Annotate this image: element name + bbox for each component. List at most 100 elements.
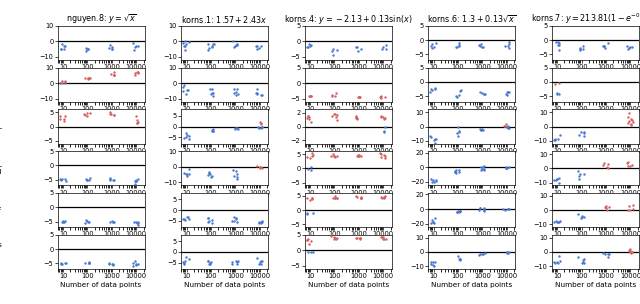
- Point: [628, 206, 638, 211]
- Point: [380, 124, 390, 129]
- Point: [207, 44, 217, 49]
- Point: [131, 179, 141, 184]
- Point: [58, 44, 68, 49]
- Point: [257, 92, 267, 97]
- Point: [332, 48, 342, 53]
- Point: [375, 95, 385, 99]
- Point: [60, 80, 70, 85]
- Point: [599, 44, 609, 49]
- Point: [60, 260, 70, 265]
- Point: [83, 46, 93, 51]
- Point: [600, 204, 611, 209]
- Point: [179, 88, 189, 93]
- Point: [203, 216, 213, 221]
- Point: [83, 219, 93, 224]
- Point: [500, 92, 511, 97]
- Point: [426, 180, 436, 185]
- Point: [307, 151, 317, 156]
- Point: [130, 71, 140, 75]
- Point: [553, 219, 563, 224]
- Point: [430, 260, 440, 265]
- Point: [207, 128, 217, 133]
- Point: [552, 220, 563, 225]
- Point: [623, 207, 633, 212]
- Point: [426, 261, 436, 266]
- Point: [229, 87, 239, 92]
- Point: [380, 155, 390, 160]
- Point: [454, 257, 465, 262]
- Point: [104, 261, 115, 266]
- Point: [180, 43, 190, 48]
- Point: [624, 204, 634, 209]
- Point: [551, 39, 561, 44]
- Point: [381, 47, 391, 52]
- Point: [477, 128, 488, 133]
- Point: [80, 261, 90, 266]
- Point: [453, 134, 463, 139]
- Point: [579, 171, 589, 176]
- Point: [60, 178, 70, 183]
- Point: [426, 134, 436, 139]
- Point: [328, 154, 339, 159]
- Point: [476, 41, 486, 46]
- Point: [628, 120, 638, 125]
- Point: [376, 155, 387, 160]
- Point: [500, 207, 511, 212]
- Point: [431, 178, 441, 183]
- Point: [623, 120, 634, 125]
- Point: [206, 174, 216, 179]
- Point: [429, 264, 439, 269]
- Point: [579, 257, 589, 261]
- Point: [230, 125, 240, 130]
- Point: [57, 177, 67, 182]
- Point: [378, 45, 388, 50]
- Point: [452, 44, 462, 49]
- Point: [252, 164, 262, 169]
- Point: [456, 87, 466, 92]
- Point: [453, 209, 463, 214]
- Point: [500, 124, 511, 129]
- Point: [182, 88, 192, 93]
- Point: [555, 133, 565, 138]
- Point: [180, 259, 190, 264]
- Point: [626, 122, 636, 127]
- Point: [256, 221, 266, 226]
- X-axis label: Number of data points: Number of data points: [431, 282, 512, 288]
- Point: [451, 95, 461, 100]
- Point: [550, 177, 561, 182]
- Point: [60, 43, 70, 48]
- Point: [56, 46, 66, 51]
- Point: [179, 83, 189, 88]
- Point: [355, 237, 365, 242]
- Point: [380, 116, 390, 120]
- Point: [231, 93, 241, 98]
- Point: [353, 153, 364, 157]
- Point: [328, 53, 338, 57]
- Point: [354, 95, 364, 99]
- Point: [376, 94, 386, 99]
- Point: [108, 262, 118, 267]
- Point: [428, 259, 438, 264]
- Point: [476, 165, 486, 170]
- Point: [352, 235, 362, 240]
- Point: [455, 257, 465, 262]
- Point: [429, 140, 440, 145]
- Point: [575, 47, 586, 52]
- Point: [452, 125, 463, 130]
- Point: [549, 260, 559, 264]
- Point: [554, 180, 564, 185]
- Point: [449, 169, 460, 174]
- Point: [428, 220, 438, 225]
- Point: [454, 92, 465, 97]
- Point: [106, 111, 116, 116]
- Point: [623, 164, 634, 169]
- Point: [454, 167, 464, 172]
- Point: [574, 174, 584, 179]
- Point: [206, 260, 216, 264]
- Point: [255, 261, 266, 266]
- Point: [552, 92, 562, 97]
- Point: [429, 44, 439, 49]
- Point: [604, 252, 614, 257]
- Point: [58, 219, 68, 223]
- Point: [231, 216, 241, 221]
